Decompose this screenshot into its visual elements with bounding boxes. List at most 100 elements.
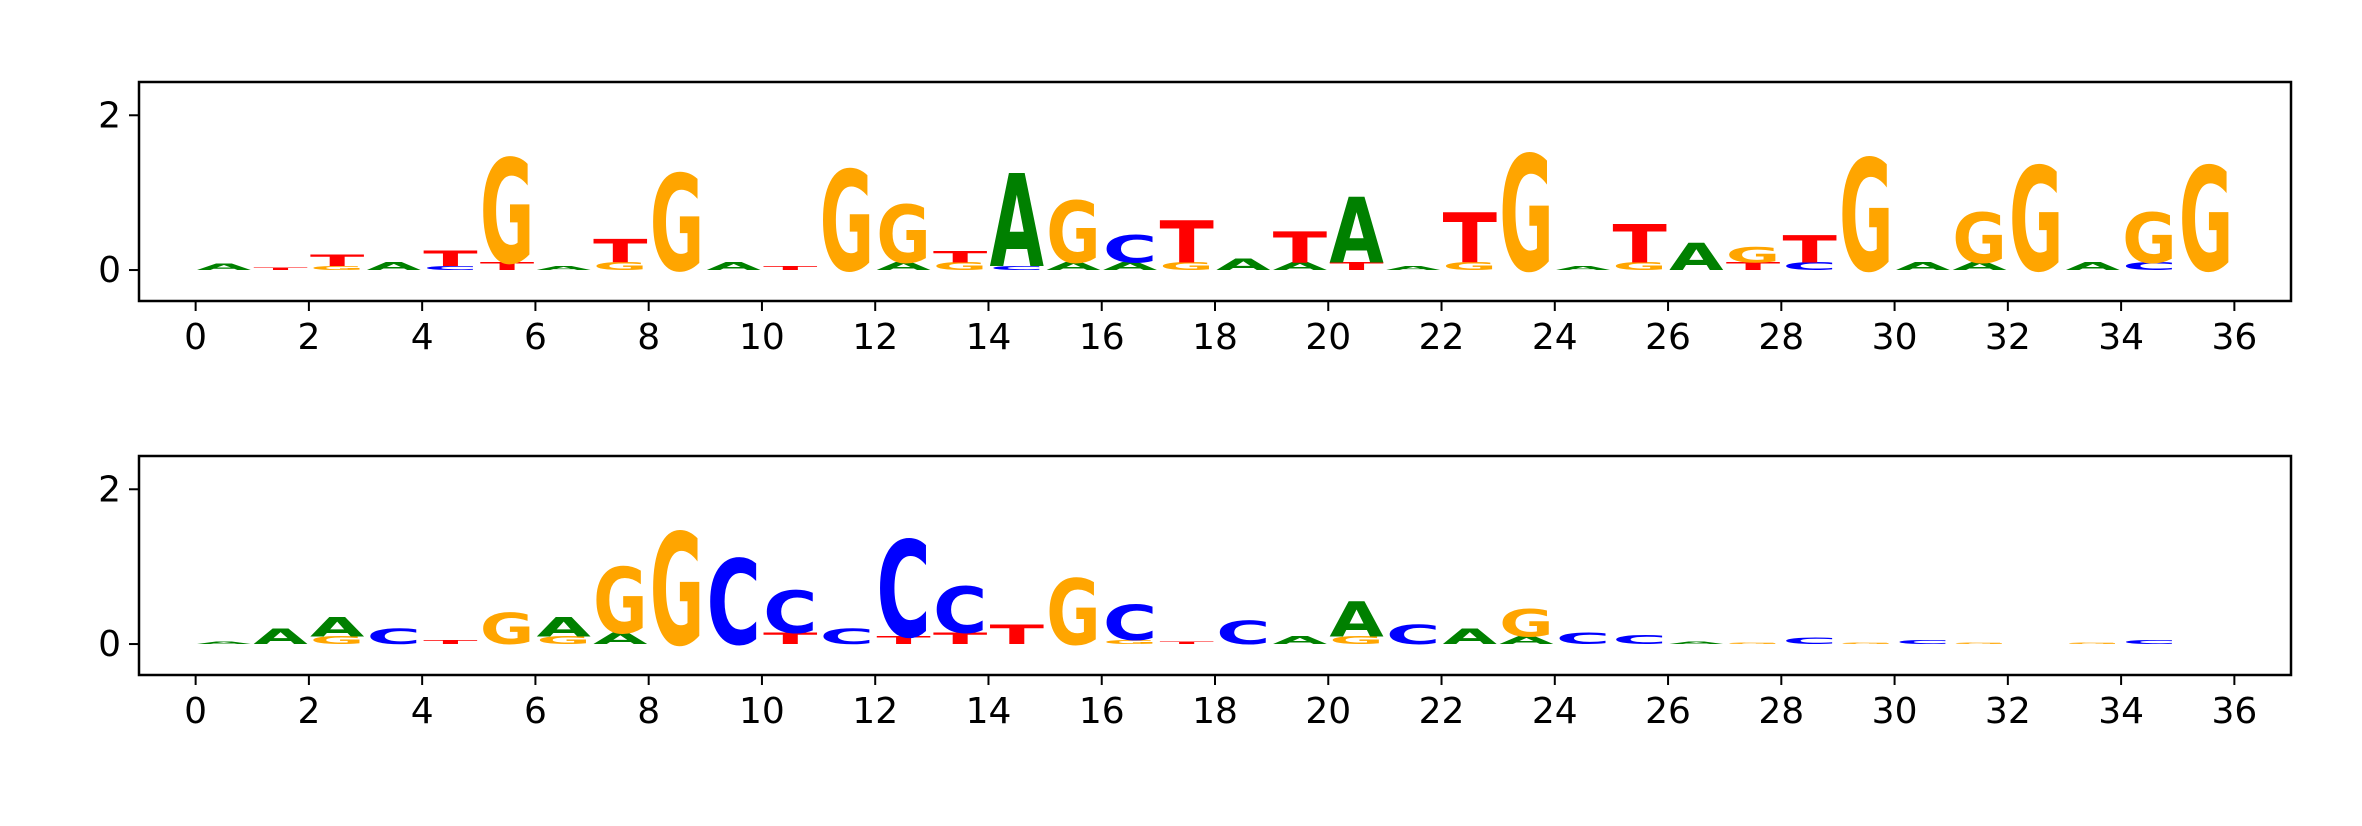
logo-letter: A (1046, 260, 1100, 272)
logo-letter: A (1499, 634, 1553, 646)
logo-letter: C (423, 265, 477, 271)
logo-letter: A (1273, 634, 1327, 646)
logo-letter: G (310, 634, 364, 646)
x-tick-label: 14 (966, 317, 1012, 358)
logo-letter: A (197, 641, 252, 645)
x-tick-label: 2 (297, 691, 320, 732)
x-tick-label: 26 (1645, 317, 1691, 358)
logo-letter: C (706, 536, 760, 672)
logo-letter: C (763, 579, 817, 647)
logo-letter: A (1896, 260, 1950, 272)
logo-letter: G (480, 130, 534, 297)
logo-letter: T (1613, 213, 1668, 275)
logo-letter: G (480, 605, 534, 654)
logo-letter: A (2066, 260, 2120, 272)
logo-letter: G (1499, 602, 1553, 645)
logo-letter: A (310, 612, 365, 643)
logo-letter: G (537, 634, 591, 646)
logo-letter: G (1952, 642, 2006, 644)
logo-letter: G (2122, 199, 2176, 279)
x-tick-label: 0 (184, 691, 207, 732)
logo-letter: C (367, 625, 421, 650)
logo-letter: G (876, 189, 930, 281)
x-tick-label: 14 (966, 691, 1012, 732)
logo-letter: A (1329, 592, 1384, 647)
y-tick-label: 0 (98, 624, 121, 665)
x-tick-label: 32 (1985, 691, 2031, 732)
logo-letter: G (1499, 124, 1553, 308)
logo-letter: A (197, 262, 251, 272)
logo-letter: G (1329, 634, 1383, 646)
x-tick-label: 12 (852, 691, 898, 732)
logo-letter: T (1160, 641, 1214, 645)
logo-letter: G (1726, 243, 1780, 268)
logo-letter: T (990, 620, 1044, 651)
logo-letter: T (1160, 209, 1215, 277)
logo-letter: T (1329, 260, 1384, 272)
logo-letter: A (876, 260, 930, 272)
logo-letter: C (1556, 629, 1610, 647)
logo-letter: C (1613, 632, 1667, 647)
logo-letter: G (1046, 184, 1100, 283)
logo-letter: A (706, 260, 760, 272)
x-tick-label: 34 (2098, 691, 2144, 732)
logo-letter: G (1952, 199, 2006, 279)
x-tick-label: 8 (637, 691, 660, 732)
x-tick-label: 12 (852, 317, 898, 358)
logo-letter: G (593, 550, 647, 654)
x-tick-label: 26 (1645, 691, 1691, 732)
logo-letter: T (593, 233, 648, 270)
logo-letter: T (763, 629, 818, 647)
logo-letter: G (933, 260, 987, 272)
logo-letter: C (1782, 636, 1836, 646)
logo-letter: A (1952, 260, 2006, 272)
logo-letter: A (367, 260, 421, 272)
logo-letter: T (253, 267, 307, 271)
logo-letter: C (820, 625, 874, 650)
y-tick-label: 0 (98, 250, 121, 291)
x-tick-label: 34 (2098, 317, 2144, 358)
logo-letter: T (763, 265, 817, 271)
logo-letter: G (2009, 138, 2063, 305)
x-tick-label: 0 (184, 317, 207, 358)
x-tick-label: 20 (1305, 317, 1351, 358)
logo-letter: A (990, 148, 1044, 296)
logo-letter: T (423, 639, 477, 645)
logo-letter: T (933, 248, 988, 266)
x-tick-label: 8 (637, 317, 660, 358)
x-tick-label: 30 (1872, 317, 1918, 358)
logo-letter: G (1103, 639, 1157, 645)
x-tick-label: 2 (297, 317, 320, 358)
logo-letter: T (1273, 224, 1327, 273)
logo-letter: T (1443, 199, 1498, 279)
x-tick-label: 32 (1985, 317, 2031, 358)
x-tick-label: 10 (739, 691, 785, 732)
logo-letter: G (1726, 642, 1780, 644)
x-tick-label: 28 (1758, 691, 1804, 732)
x-tick-label: 4 (411, 317, 434, 358)
x-tick-label: 22 (1419, 317, 1465, 358)
logo-letter: C (1896, 639, 1950, 645)
logo-letter: G (593, 260, 647, 272)
x-tick-label: 20 (1305, 691, 1351, 732)
logo-letter: C (990, 265, 1044, 271)
plot-area: CGTACGTACTGAAGTCACGTACTGCTGACTAGACTGAGTC… (197, 502, 2177, 681)
logo-letter: A (1103, 260, 1157, 272)
logo-letter: G (1443, 260, 1497, 272)
x-tick-label: 18 (1192, 317, 1238, 358)
x-tick-label: 6 (524, 317, 547, 358)
x-tick-label: 6 (524, 691, 547, 732)
logo-letter: C (876, 513, 930, 668)
logo-letter: G (1839, 642, 1893, 644)
logo-letter: A (1556, 265, 1611, 271)
x-tick-label: 10 (739, 317, 785, 358)
logo-letter: C (1386, 620, 1440, 651)
logo-letter: C (2122, 260, 2176, 272)
x-tick-label: 36 (2211, 317, 2257, 358)
logo-letter: A (1386, 265, 1441, 271)
logo-letter: T (933, 629, 988, 647)
logo-letter: T (480, 260, 535, 272)
logo-letter: G (1160, 260, 1214, 272)
logo-letter: T (1782, 228, 1837, 271)
logo-letter: A (1443, 625, 1497, 650)
